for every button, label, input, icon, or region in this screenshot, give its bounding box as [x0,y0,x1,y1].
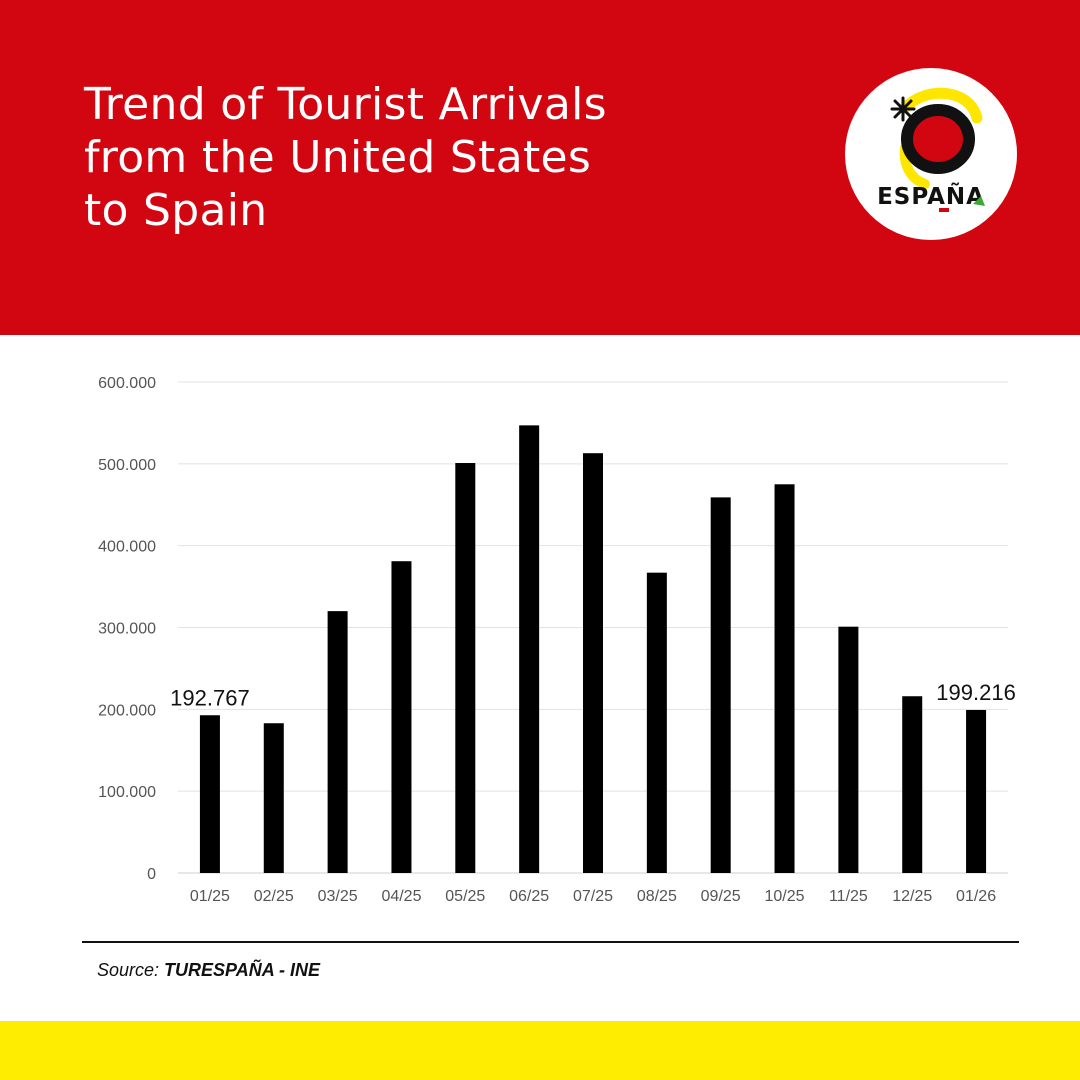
header-banner: Trend of Tourist Arrivals from the Unite… [0,0,1080,335]
bar-07-25 [583,453,603,873]
x-tick-label: 01/26 [956,888,996,905]
source-note: Source: TURESPAÑA - INE [97,960,320,981]
x-tick-label: 08/25 [637,888,677,905]
bar-05-25 [455,463,476,873]
logo-wordmark: ESPAÑA [877,182,985,210]
x-tick-label: 10/25 [765,888,805,905]
source-name: TURESPAÑA - INE [164,960,321,980]
source-prefix: Source: [97,960,165,980]
x-tick-label: 01/25 [190,888,230,905]
y-tick-label: 600.000 [98,375,156,392]
bar-02-25 [263,723,284,873]
page-title: Trend of Tourist Arrivals from the Unite… [84,78,784,237]
bars [199,425,987,873]
y-tick-label: 400.000 [98,539,156,556]
x-tick-label: 09/25 [701,888,741,905]
x-tick-label: 05/25 [445,888,485,905]
x-tick-label: 12/25 [892,888,932,905]
title-line-2: from the United States [84,132,592,183]
y-tick-label: 100.000 [98,784,156,801]
bar-04-25 [391,561,412,873]
source-divider [82,941,1019,943]
x-tick-label: 03/25 [318,888,358,905]
data-labels: 192.767 199.216 [170,680,1016,710]
x-axis-ticks: 01/25 02/25 03/25 04/25 05/25 06/25 07/25 08/25… [190,888,996,905]
bar-06-25 [519,425,540,873]
y-axis-ticks: 0 100.000 200.000 300.000 400.000 500.000 600.… [98,375,156,883]
y-tick-label: 300.000 [98,621,156,638]
bar-10-25 [774,484,795,873]
bar-09-25 [710,497,731,873]
x-tick-label: 11/25 [829,888,868,905]
footer-band [0,1021,1080,1080]
title-line-1: Trend of Tourist Arrivals [84,79,607,130]
bar-chart: 0 100.000 200.000 300.000 400.000 500.000 600.… [98,375,1016,905]
title-line-3: to Spain [84,185,268,236]
data-label: 199.216 [936,680,1016,705]
x-tick-label: 06/25 [509,888,549,905]
bar-01-26 [966,709,987,873]
bar-12-25 [902,696,923,873]
y-tick-label: 0 [147,866,156,883]
bar-03-25 [327,611,348,873]
y-tick-label: 500.000 [98,457,156,474]
x-tick-label: 07/25 [573,888,613,905]
espana-logo: ESPAÑA [845,68,1017,240]
bar-08-25 [646,572,667,873]
espana-sun-logo-icon: ESPAÑA [877,87,985,212]
bar-01-25 [199,715,220,873]
bar-11-25 [838,626,859,873]
x-tick-label: 02/25 [254,888,294,905]
x-tick-label: 04/25 [381,888,421,905]
data-label: 192.767 [170,685,250,710]
y-tick-label: 200.000 [98,702,156,719]
